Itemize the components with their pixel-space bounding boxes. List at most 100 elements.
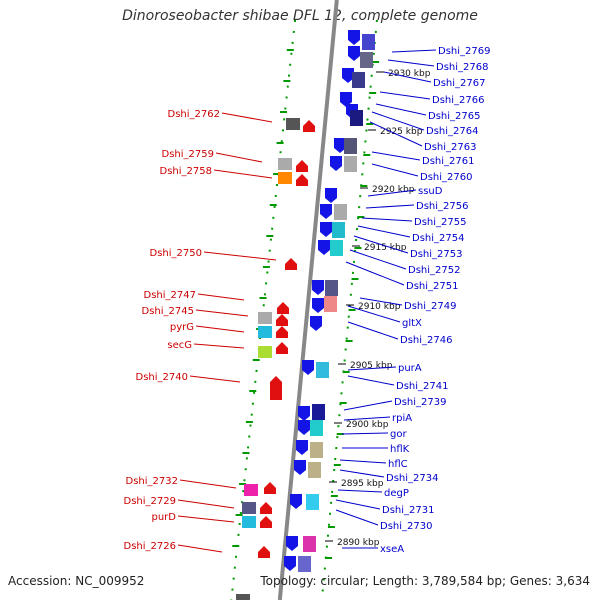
gene-label-Dshi_2747: Dshi_2747 (144, 290, 196, 301)
scale-tick-label: 2895 kbp (341, 479, 384, 489)
gene-label-Dshi_2759: Dshi_2759 (162, 149, 214, 160)
gene-box-forward (308, 462, 321, 478)
gene-box-forward (362, 34, 375, 50)
gene-box-forward (325, 280, 338, 296)
scale-tick-label: 2900 kbp (346, 420, 389, 430)
gene-label-Dshi_2749: Dshi_2749 (404, 301, 456, 312)
leader-line (369, 121, 423, 147)
gene-label-Dshi_2764: Dshi_2764 (426, 126, 478, 137)
gene-label-Dshi_2746: Dshi_2746 (400, 335, 452, 346)
gene-label-purD: purD (152, 512, 177, 523)
gene-label-Dshi_2763: Dshi_2763 (424, 142, 476, 153)
leader-line (203, 251, 277, 261)
accession-text: Accession: NC_009952 (8, 574, 145, 588)
scale-tick-label: 2910 kbp (358, 302, 401, 312)
leader-line (365, 204, 415, 209)
gene-box-reverse (236, 594, 250, 600)
gene-arrow-reverse (258, 546, 270, 558)
gene-label-Dshi_2762: Dshi_2762 (168, 109, 220, 120)
gene-label-Dshi_2760: Dshi_2760 (420, 172, 472, 183)
gene-arrow-reverse (296, 160, 308, 172)
gene-label-Dshi_2758: Dshi_2758 (160, 166, 212, 177)
gene-box-forward (344, 138, 357, 154)
gene-label-gltX: gltX (402, 318, 422, 329)
leader-line (213, 169, 273, 179)
leader-line (361, 217, 413, 222)
leader-line (371, 151, 421, 161)
leader-line (375, 103, 427, 116)
gene-label-xseA: xseA (380, 544, 404, 555)
gene-box-forward (330, 240, 343, 256)
leader-line (343, 416, 391, 421)
gene-label-Dshi_2751: Dshi_2751 (406, 281, 458, 292)
gene-label-Dshi_2761: Dshi_2761 (422, 156, 474, 167)
leader-line (221, 112, 273, 123)
topology-text: Topology: circular; Length: 3,789,584 bp… (260, 574, 590, 588)
leader-line (371, 111, 425, 131)
gene-box-reverse (278, 172, 292, 184)
gene-box-reverse (258, 326, 272, 338)
gene-arrow-forward (348, 30, 360, 45)
gene-label-Dshi_2752: Dshi_2752 (408, 265, 460, 276)
gene-label-Dshi_2767: Dshi_2767 (433, 78, 485, 89)
gene-label-Dshi_2750: Dshi_2750 (150, 248, 202, 259)
gene-label-hflK: hflK (390, 444, 410, 455)
gene-box-forward (344, 156, 357, 172)
gene-box-reverse (258, 312, 272, 324)
scale-tick-label: 2915 kbp (364, 243, 407, 253)
leader-line (347, 375, 395, 386)
gene-arrow-reverse (276, 314, 288, 326)
leader-line (347, 321, 399, 340)
scale-tick-label: 2930 kbp (388, 69, 431, 79)
leader-line (189, 375, 241, 383)
gene-label-Dshi_2754: Dshi_2754 (412, 233, 464, 244)
gene-arrow-reverse (260, 502, 272, 514)
gene-label-Dshi_2769: Dshi_2769 (438, 46, 490, 57)
scale-tick-label: 2905 kbp (350, 361, 393, 371)
gene-arrow-reverse (260, 516, 272, 528)
gene-arrow-forward (286, 536, 298, 551)
gene-label-Dshi_2768: Dshi_2768 (436, 62, 488, 73)
leader-line (367, 189, 417, 197)
gene-label-purA: purA (398, 363, 422, 374)
gene-label-hflC: hflC (388, 459, 408, 470)
gene-label-Dshi_2729: Dshi_2729 (124, 496, 176, 507)
gene-label-Dshi_2765: Dshi_2765 (428, 111, 480, 122)
gene-arrow-reverse (276, 326, 288, 338)
gene-box-reverse (286, 118, 300, 130)
gene-arrow-forward (312, 280, 324, 295)
gene-label-rpiA: rpiA (392, 413, 412, 424)
gene-label-pyrG: pyrG (170, 322, 194, 333)
gene-box-reverse (242, 502, 256, 514)
gene-arrow-forward (318, 240, 330, 255)
gene-label-Dshi_2731: Dshi_2731 (382, 505, 434, 516)
gene-arrow-forward (342, 68, 354, 83)
gene-box-forward (360, 52, 373, 68)
leader-line (349, 249, 407, 270)
gene-box-reverse (258, 346, 272, 358)
gene-arrow-reverse (296, 174, 308, 186)
leader-line (379, 91, 431, 100)
gene-box-forward (303, 536, 316, 552)
gene-arrow-forward (290, 494, 302, 509)
gene-label-secG: secG (167, 340, 192, 351)
leader-line (179, 479, 237, 489)
gene-label-Dshi_2726: Dshi_2726 (124, 541, 176, 552)
gene-arrow-reverse (285, 258, 297, 270)
leader-line (359, 297, 403, 306)
gene-arrow-forward (302, 360, 314, 375)
gene-label-Dshi_2745: Dshi_2745 (142, 306, 194, 317)
leader-line (383, 71, 432, 83)
leader-line (195, 309, 249, 317)
leader-line (215, 152, 263, 163)
gene-box-forward (298, 556, 311, 572)
gene-box-forward (350, 110, 363, 126)
gene-arrow-forward (298, 420, 310, 435)
gene-arrow-forward (294, 460, 306, 475)
gene-box-reverse (244, 484, 258, 496)
leader-line (197, 293, 245, 301)
leader-line (339, 469, 385, 478)
scale-tick-label: 2920 kbp (372, 185, 415, 195)
gene-box-forward (306, 494, 319, 510)
